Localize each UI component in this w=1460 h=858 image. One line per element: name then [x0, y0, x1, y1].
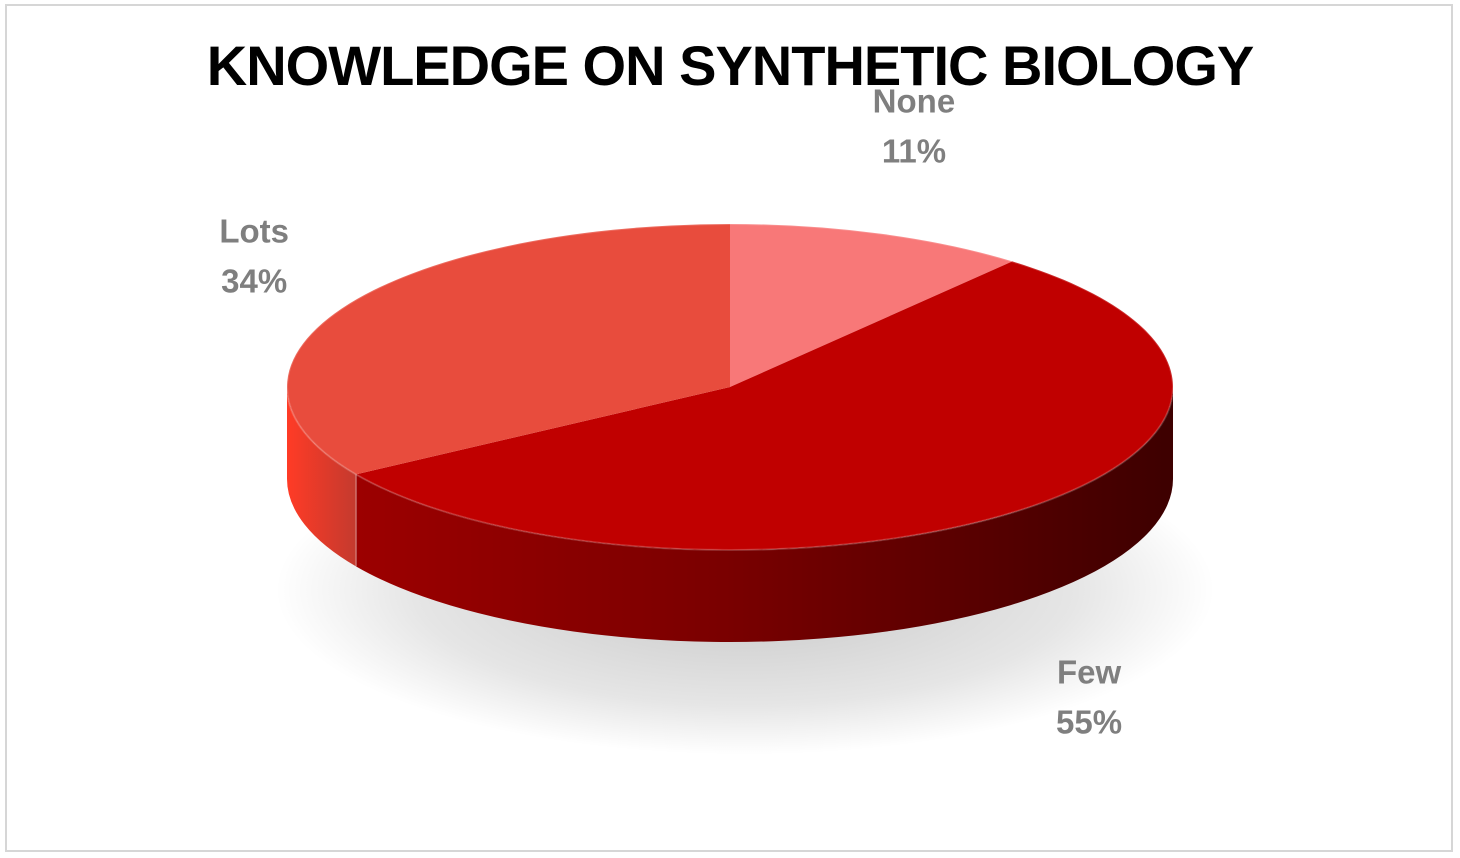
data-label-percent: 34%	[221, 263, 287, 300]
data-label-percent: 55%	[1056, 703, 1122, 740]
chart-title: KNOWLEDGE ON SYNTHETIC BIOLOGY	[206, 34, 1254, 97]
pie-rim-highlight	[286, 223, 1174, 551]
data-label-category: None	[873, 83, 956, 120]
data-label-none: None 11%	[873, 83, 956, 170]
data-label-few: Few 55%	[1056, 653, 1122, 740]
pie-side-few	[355, 387, 1173, 642]
data-label-lots: Lots 34%	[219, 213, 289, 300]
pie-slice-few	[355, 261, 1173, 550]
pie-tops	[286, 223, 1174, 551]
pie-labels: None 11% Few 55% Lots 34%	[219, 83, 1122, 741]
data-label-percent: 11%	[882, 133, 946, 170]
pie-slice-none	[730, 224, 1013, 387]
data-label-category: Lots	[219, 213, 289, 250]
pie-sides	[287, 387, 1173, 642]
data-label-category: Few	[1057, 653, 1122, 690]
pie-slice-lots	[287, 224, 730, 475]
pie-side-lots	[287, 387, 356, 567]
